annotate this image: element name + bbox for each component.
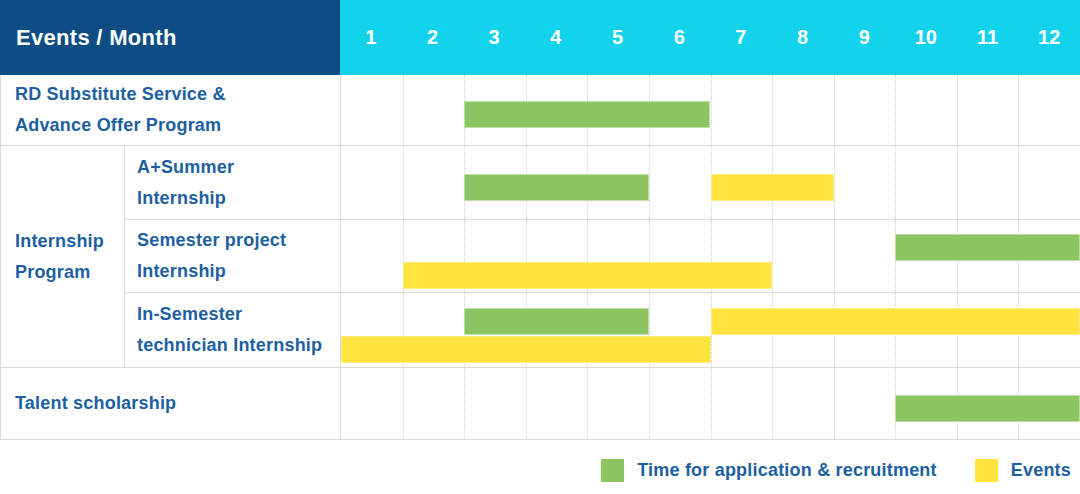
chart-area-rd-substitute <box>341 75 1080 145</box>
month-grid-line <box>403 368 404 439</box>
label-line-2: Internship <box>137 183 340 214</box>
row-in-semester: In-Semester technician Internship <box>125 293 1080 368</box>
month-header-4: 4 <box>525 0 587 75</box>
month-header-12: 12 <box>1018 0 1080 75</box>
label-line-2: Advance Offer Program <box>15 110 340 141</box>
month-grid-line <box>772 220 773 292</box>
row-semester-project: Semester project Internship <box>125 220 1080 293</box>
rowgroup-internship-program: Internship Program A+Summer Internship S… <box>1 146 1080 368</box>
month-grid-line <box>711 75 712 145</box>
gantt-bar-yellow-a_summer <box>711 174 834 201</box>
month-grid-line <box>649 368 650 439</box>
chart-area-in-semester <box>341 293 1080 367</box>
label-line-1: Semester project <box>137 225 340 256</box>
month-header-9: 9 <box>833 0 895 75</box>
gantt-bar-green-semester_project <box>895 234 1080 261</box>
month-grid-line <box>1018 75 1019 145</box>
label-line-1: In-Semester <box>137 299 340 330</box>
label-line-1: Talent scholarship <box>15 388 340 419</box>
month-grid-line <box>895 75 896 145</box>
month-grid-line <box>895 146 896 219</box>
header-title: Events / Month <box>16 25 177 51</box>
month-grid-line <box>711 368 712 439</box>
month-header-11: 11 <box>957 0 1019 75</box>
month-grid-line <box>957 75 958 145</box>
label-line-1: RD Substitute Service & <box>15 79 340 110</box>
header-title-cell: Events / Month <box>0 0 340 75</box>
row-talent-scholarship: Talent scholarship <box>1 368 1080 440</box>
row-label-semester-project: Semester project Internship <box>125 220 341 292</box>
legend-label-events: Events <box>1011 460 1071 481</box>
row-a-summer: A+Summer Internship <box>125 146 1080 220</box>
month-grid-line <box>403 75 404 145</box>
gantt-bar-green-a_summer <box>464 174 649 201</box>
events-month-gantt-page: Events / Month 1 2 3 4 5 6 7 8 9 10 11 1… <box>0 0 1080 494</box>
row-label-in-semester: In-Semester technician Internship <box>125 293 341 367</box>
table-body: RD Substitute Service & Advance Offer Pr… <box>0 75 1080 440</box>
gantt-bar-green-in_semester <box>464 308 649 335</box>
row-label-rd-substitute: RD Substitute Service & Advance Offer Pr… <box>1 75 341 145</box>
month-header-row: 1 2 3 4 5 6 7 8 9 10 11 12 <box>340 0 1080 75</box>
gantt-bar-yellow-in_semester <box>711 308 1080 335</box>
row-rd-substitute: RD Substitute Service & Advance Offer Pr… <box>1 75 1080 146</box>
group-label-text: Internship Program <box>15 226 124 288</box>
legend-item-events: Events <box>975 459 1071 482</box>
yellow-swatch-icon <box>975 459 998 482</box>
month-grid-line <box>834 75 835 145</box>
month-grid-line <box>403 146 404 219</box>
row-label-a-summer: A+Summer Internship <box>125 146 341 219</box>
group-label-internship-program: Internship Program <box>1 146 125 368</box>
row-label-talent-scholarship: Talent scholarship <box>1 368 341 439</box>
chart-area-a-summer <box>341 146 1080 219</box>
month-header-5: 5 <box>587 0 649 75</box>
month-grid-line <box>834 220 835 292</box>
month-header-2: 2 <box>402 0 464 75</box>
gantt-bar-yellow-semester_project <box>403 262 773 289</box>
label-line-2: technician Internship <box>137 330 340 361</box>
green-swatch-icon <box>601 459 624 482</box>
chart-area-talent-scholarship <box>341 368 1080 439</box>
month-grid-line <box>649 146 650 219</box>
month-grid-line <box>464 368 465 439</box>
month-grid-line <box>834 146 835 219</box>
month-header-1: 1 <box>340 0 402 75</box>
month-grid-line <box>834 368 835 439</box>
month-grid-line <box>1018 146 1019 219</box>
month-grid-line <box>957 146 958 219</box>
legend-label-application-recruitment: Time for application & recruitment <box>637 460 937 481</box>
month-header-8: 8 <box>772 0 834 75</box>
month-header-7: 7 <box>710 0 772 75</box>
month-grid-line <box>587 368 588 439</box>
gantt-bar-green-rd <box>464 101 710 128</box>
internship-subrows: A+Summer Internship Semester project Int… <box>125 146 1080 368</box>
label-line-1: A+Summer <box>137 152 340 183</box>
month-header-10: 10 <box>895 0 957 75</box>
table-header: Events / Month 1 2 3 4 5 6 7 8 9 10 11 1… <box>0 0 1080 75</box>
legend: Time for application & recruitment Event… <box>601 459 1071 482</box>
gantt-bar-yellow-in_semester <box>341 336 711 363</box>
month-header-6: 6 <box>648 0 710 75</box>
month-grid-line <box>526 368 527 439</box>
month-grid-line <box>772 75 773 145</box>
legend-item-application-recruitment: Time for application & recruitment <box>601 459 937 482</box>
label-line-2: Internship <box>137 256 340 287</box>
month-header-3: 3 <box>463 0 525 75</box>
month-grid-line <box>772 368 773 439</box>
gantt-bar-green-talent <box>895 395 1080 422</box>
chart-area-semester-project <box>341 220 1080 292</box>
